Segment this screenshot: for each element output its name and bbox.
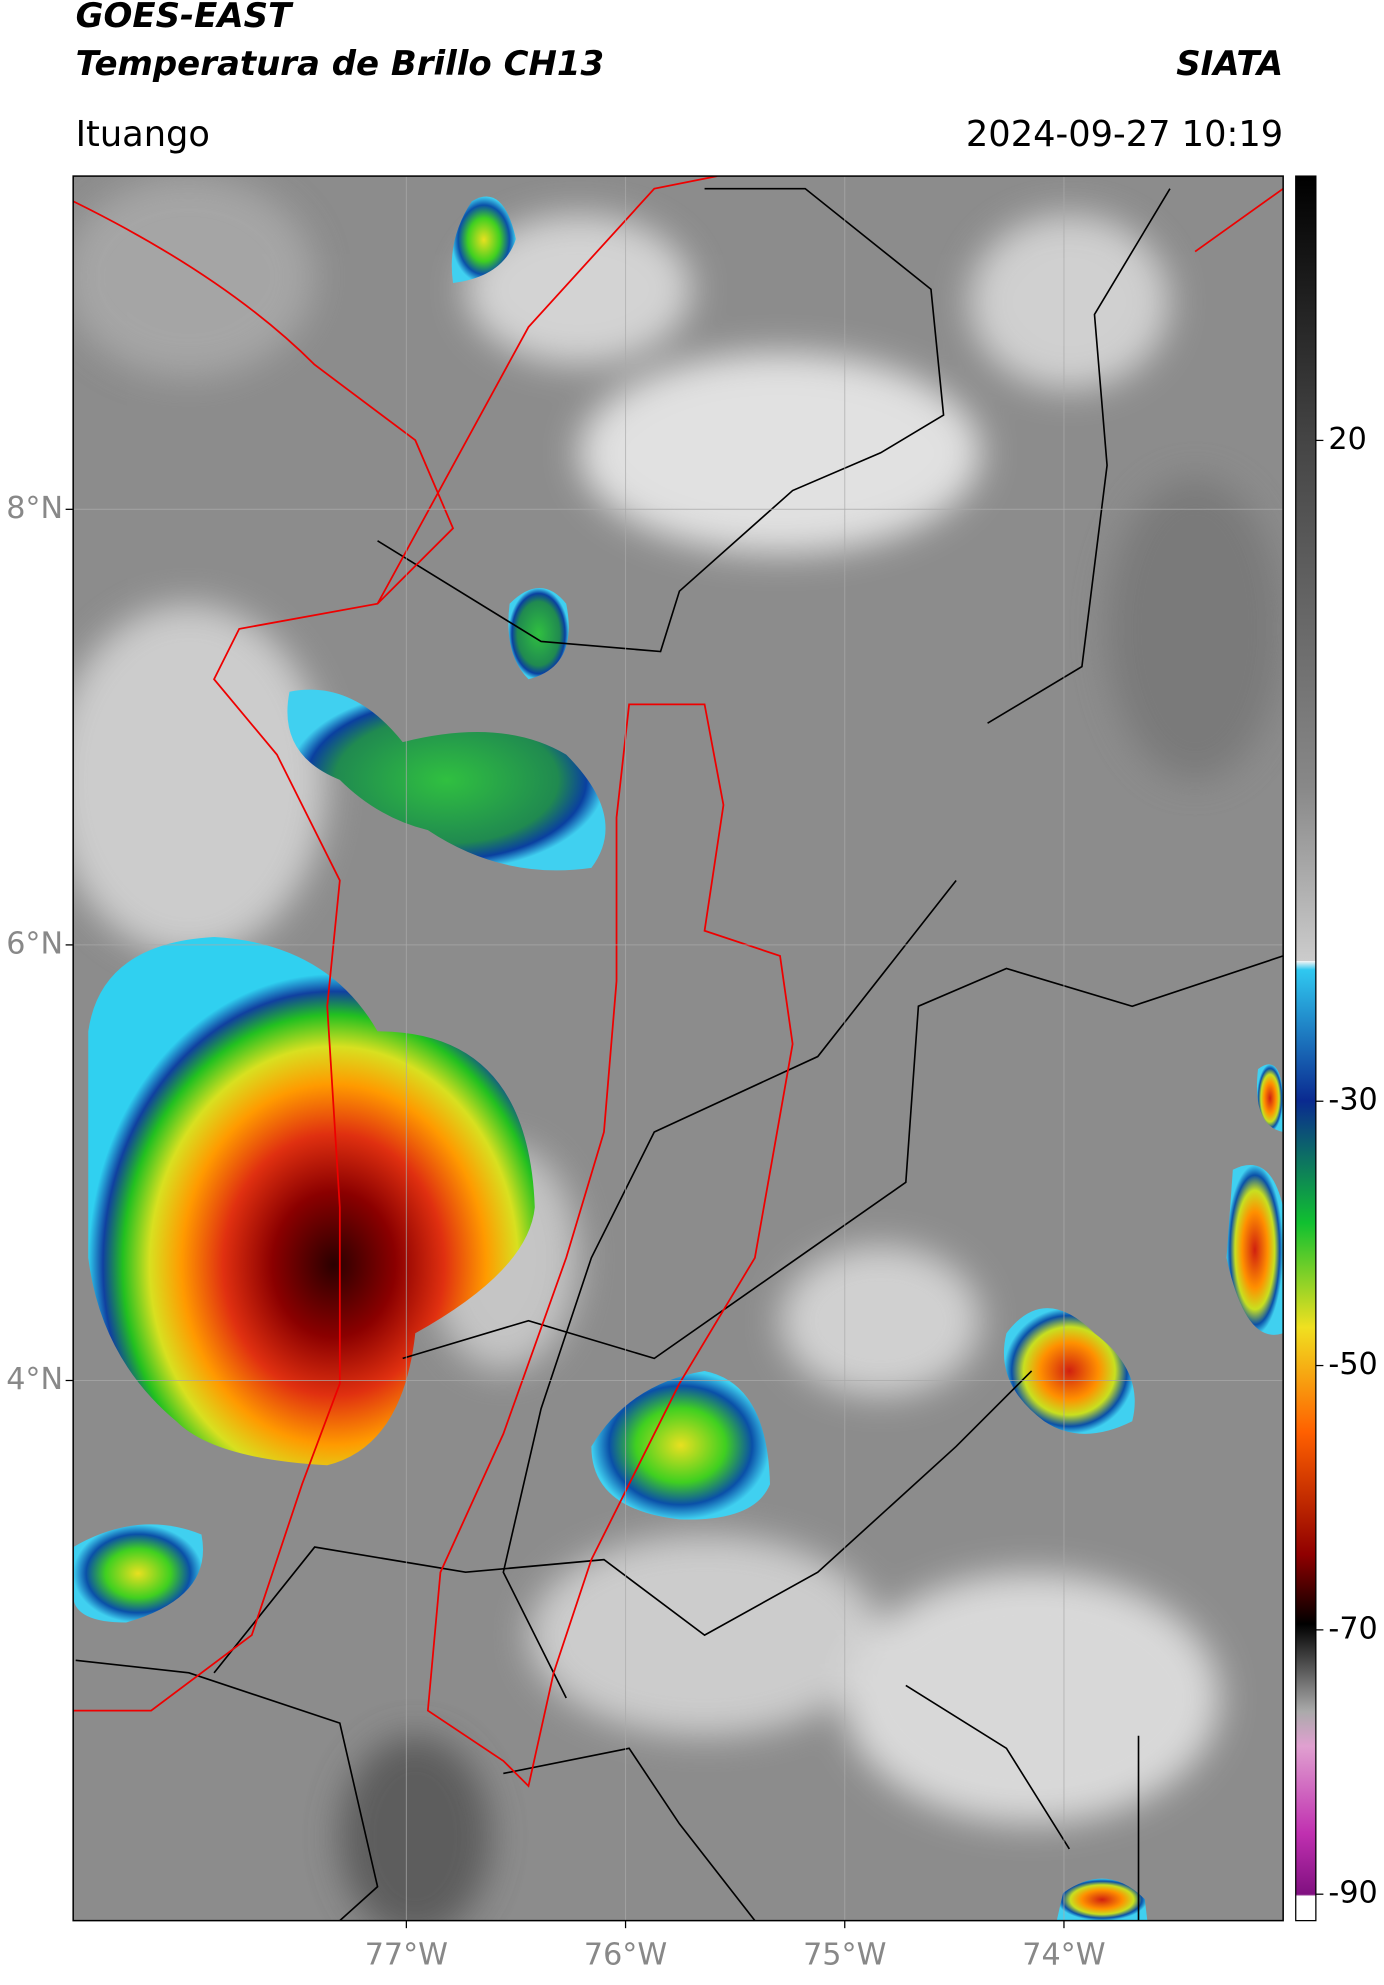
- satellite-image: [73, 176, 1284, 1921]
- datetime: 2024-09-27 10:19: [966, 114, 1283, 155]
- source: SIATA: [1176, 44, 1283, 84]
- colorbar-tick-label: -30: [1328, 1083, 1377, 1118]
- lat-tick-label: 6°N: [6, 926, 63, 961]
- map-frame: [72, 175, 1284, 1922]
- colorbar: [1295, 175, 1317, 1922]
- lon-tick-label: 75°W: [803, 1937, 886, 1972]
- colorbar-tick-label: -50: [1328, 1347, 1377, 1382]
- lon-tick-label: 77°W: [365, 1937, 448, 1972]
- lat-tick-label: 8°N: [6, 491, 63, 526]
- subtitle: Temperatura de Brillo CH13: [76, 44, 604, 84]
- location: Ituango: [76, 114, 210, 155]
- lon-tick-label: 76°W: [584, 1937, 667, 1972]
- colorbar-tick-label: -70: [1328, 1611, 1377, 1646]
- lon-tick-label: 74°W: [1022, 1937, 1105, 1972]
- title: GOES-EAST: [76, 0, 294, 36]
- colorbar-tick-label: -90: [1328, 1876, 1377, 1911]
- lat-tick-label: 4°N: [6, 1362, 63, 1397]
- grid: [73, 176, 1284, 1921]
- colorbar-tick-label: 20: [1328, 422, 1366, 457]
